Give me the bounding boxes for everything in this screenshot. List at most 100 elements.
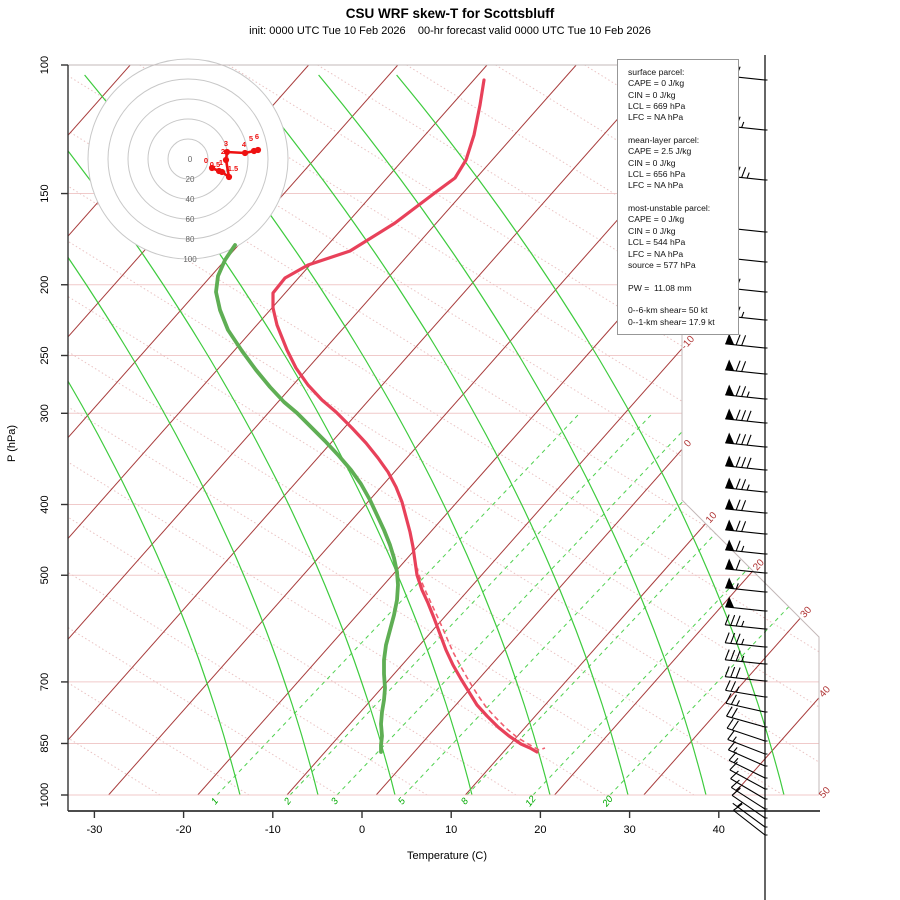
- barb-half-feather: [732, 736, 737, 742]
- barb-flag: [725, 384, 735, 396]
- hodograph-height-label: 1: [219, 158, 223, 167]
- barb-feather: [730, 649, 736, 661]
- hodograph-height-label: 3: [224, 139, 228, 148]
- hodograph-height-label: 0.5: [210, 160, 220, 169]
- p-tick-label: 100: [39, 56, 51, 74]
- barb-feather: [735, 385, 741, 397]
- barb-feather: [731, 720, 739, 731]
- mixing-ratio-line: [532, 412, 819, 795]
- hodograph-height-label: 6: [255, 132, 259, 141]
- hodograph-height-label: 0: [204, 156, 208, 165]
- mixing-ratio-line: [336, 412, 701, 795]
- barb-feather: [727, 740, 736, 751]
- barb-flag: [725, 577, 735, 589]
- barb-feather: [724, 632, 730, 644]
- isotherm-line: [68, 65, 666, 795]
- barb-feather: [725, 693, 732, 704]
- x-tick-label: 30: [623, 824, 635, 836]
- temperature-curve: [271, 78, 539, 754]
- info-line: PW = 11.08 mm: [628, 282, 692, 293]
- barb-feather: [735, 499, 741, 511]
- parcel-curve: [412, 549, 546, 751]
- barb-feather: [735, 520, 741, 532]
- dry-adiabat: [68, 65, 819, 795]
- barb-feather: [741, 410, 747, 421]
- isotherm-line: [643, 65, 819, 795]
- isotherm-line: [68, 65, 577, 795]
- x-axis-label: Temperature (C): [406, 850, 488, 862]
- info-line: LCL = 544 hPa: [628, 237, 686, 248]
- p-tick-label: 250: [39, 346, 51, 364]
- barb-feather: [730, 614, 736, 626]
- wind-barb: [725, 659, 766, 665]
- chart-subtitle: init: 0000 UTC Tue 10 Feb 2026 00-hr for…: [249, 25, 651, 37]
- mixing-ratio-label: 20: [600, 793, 616, 809]
- dry-adiabat: [68, 65, 819, 795]
- wind-barb: [725, 642, 766, 648]
- p-tick-label: 500: [39, 566, 51, 584]
- hodograph-ring: [127, 98, 249, 220]
- p-tick-label: 200: [39, 276, 51, 294]
- barb-feather: [735, 615, 741, 627]
- p-tick-label: 400: [39, 495, 51, 513]
- p-tick-label: 700: [39, 673, 51, 691]
- dry-adiabat: [68, 65, 819, 795]
- wind-barb: [725, 702, 766, 713]
- barb-half-feather: [741, 655, 745, 662]
- mixing-ratio-label: 1: [209, 796, 221, 807]
- barb-feather: [733, 803, 743, 811]
- isotherm-line: [68, 65, 399, 795]
- barb-half-feather: [735, 785, 741, 791]
- moist-adiabat: [396, 74, 785, 795]
- isotherm-label: 30: [799, 604, 815, 620]
- barb-half-feather: [735, 686, 740, 693]
- barb-feather: [741, 167, 747, 178]
- isotherm-line: [286, 65, 819, 795]
- info-line: 0--1-km shear= 17.9 kt: [628, 316, 715, 327]
- isotherm-line: [68, 65, 488, 795]
- wind-barb: [728, 759, 766, 779]
- barb-feather: [741, 521, 747, 532]
- barb-half-feather: [732, 747, 738, 753]
- barb-flag: [725, 539, 735, 551]
- info-line: [628, 124, 734, 135]
- p-tick-label: 1000: [39, 783, 51, 807]
- isotherm-label: 40: [817, 684, 833, 700]
- hodograph-ring-label: 0: [188, 155, 193, 164]
- parcel-info-box: surface parcel: CAPE = 0 J/kg CIN = 0 J/kg…: [617, 59, 739, 335]
- barb-feather: [730, 666, 736, 678]
- info-line: LCL = 669 hPa: [628, 101, 686, 112]
- wind-barb: [731, 794, 766, 819]
- info-line: [628, 294, 734, 305]
- barb-feather: [746, 434, 752, 446]
- barb-feather: [735, 334, 741, 346]
- hodograph-height-label: 4: [242, 140, 247, 149]
- hodograph-height-label: 5: [249, 134, 253, 143]
- info-line: CIN = 0 J/kg: [628, 157, 676, 168]
- wind-barb: [725, 487, 766, 493]
- p-tick-label: 300: [39, 404, 51, 422]
- barb-feather: [726, 706, 733, 717]
- mixing-ratio-label: 5: [396, 795, 408, 807]
- dry-adiabat: [68, 65, 819, 795]
- barb-feather: [735, 650, 741, 662]
- hodograph-point: [254, 146, 262, 154]
- info-line: LFC = NA hPa: [628, 112, 684, 123]
- x-tick-label: -10: [265, 824, 281, 836]
- wind-barb: [729, 769, 766, 790]
- wind-barb: [725, 418, 766, 424]
- barb-feather: [735, 478, 741, 490]
- barb-flag: [725, 498, 735, 510]
- mixing-ratio-line: [289, 412, 654, 795]
- isotherm-line: [822, 65, 900, 795]
- wind-barb: [725, 508, 766, 514]
- barb-flag: [725, 432, 735, 444]
- wind-barb: [725, 369, 766, 375]
- plot-border: [68, 64, 820, 796]
- barb-half-feather: [733, 757, 739, 764]
- barb-feather: [730, 770, 739, 780]
- moist-adiabat: [318, 74, 707, 795]
- isotherm-label: 50: [817, 785, 833, 801]
- wind-barb: [725, 689, 766, 698]
